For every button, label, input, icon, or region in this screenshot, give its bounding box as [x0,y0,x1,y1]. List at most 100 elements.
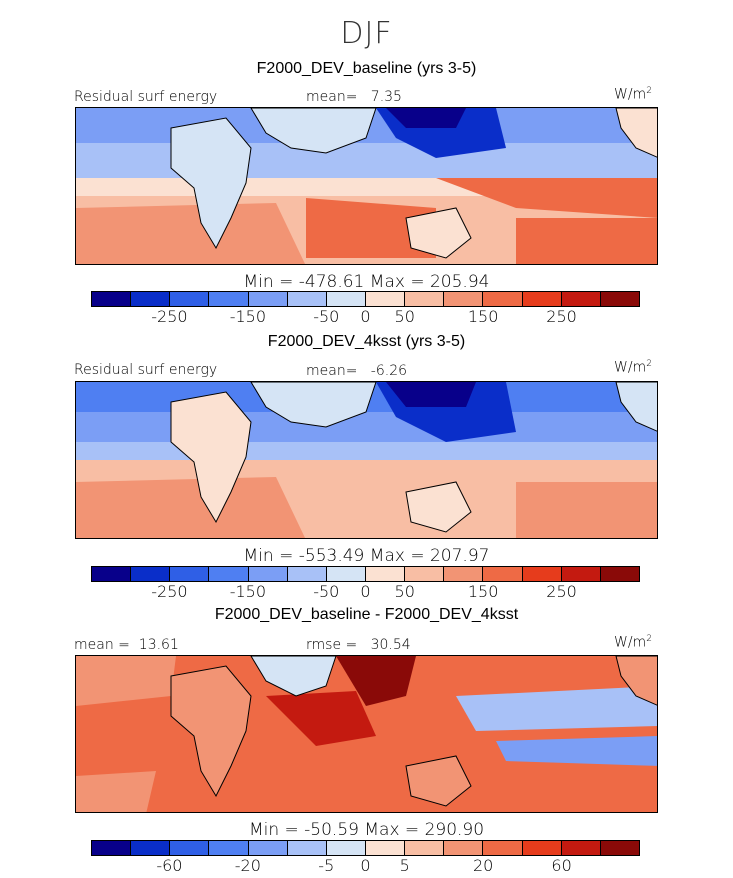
kuroshio-core [386,382,476,407]
colorbar-segment [561,567,601,581]
max-text: Max = 207.97 [369,546,490,566]
americas-land [615,108,657,158]
max-text: Max = 205.94 [369,272,490,292]
africa-land [170,665,252,798]
australia-land [405,481,472,533]
colorbar-segment [444,841,484,855]
colorbar-segment [92,567,132,581]
colorbar-segment [600,567,639,581]
kuroshio-core [386,108,466,128]
colorbar-segment [326,567,366,581]
south-atlantic-region [76,477,306,538]
colorbar-tick-label: 60 [551,856,572,875]
pacific-blue-band [456,686,657,731]
pacific-blue-band-2 [496,736,657,766]
panel-2-variable: Residual surf energy [74,362,218,378]
mean-label: mean= [306,363,358,379]
panel-1-title: F2000_DEV_baseline (yrs 3-5) [256,60,477,77]
colorbar-tick-label: -50 [313,307,340,326]
colorbar-segment [170,292,210,306]
colorbar-segment [248,292,288,306]
colorbar-segment [561,841,601,855]
colorbar-segment [170,841,210,855]
panel-1-variable: Residual surf energy [74,89,218,105]
colorbar-tick-label: -250 [151,307,188,326]
south-pacific-region [516,482,657,538]
colorbar-tick-label: 250 [546,582,577,601]
colorbar-tick-label: -5 [318,856,335,875]
panel-3-colorbar [91,840,640,856]
colorbar-segment [483,292,523,306]
mean-value: 13.61 [138,637,179,653]
colorbar-tick-label: 0 [360,307,371,326]
equatorial-band [76,442,657,460]
colorbar-segment [522,567,562,581]
colorbar-segment [405,567,445,581]
colorbar-segment [365,292,406,306]
colorbar-segment [170,567,210,581]
colorbar-tick-label: -250 [151,582,188,601]
panel-2-minmax: Min = -553.49 Max = 207.97 [0,546,733,566]
eq-pacific-region [436,178,657,218]
mean-value: -6.26 [370,363,408,379]
panel-2-mean: mean= -6.26 [306,363,407,379]
colorbar-segment [405,841,445,855]
colorbar-segment [92,292,132,306]
colorbar-segment [365,841,406,855]
colorbar-segment [483,567,523,581]
colorbar-segment [405,292,445,306]
panel-3-units: W/m2 [614,634,652,651]
australia-land [405,755,472,807]
colorbar-segment [326,841,366,855]
colorbar-segment [444,567,484,581]
panel-3-colorbar-ticks: -60 -20 -5 0 5 20 60 [91,856,640,876]
min-text: Min = -553.49 [243,546,365,566]
panel-1-mean: mean= 7.35 [306,89,402,105]
colorbar-segment [561,292,601,306]
colorbar-segment [483,841,523,855]
colorbar-segment [131,841,171,855]
panel-3-rmse: rmse = 30.54 [306,637,411,653]
colorbar-segment [326,292,366,306]
africa-land [170,391,252,524]
colorbar-segment [131,292,171,306]
units-exponent: 2 [646,634,652,644]
south-pacific-region [516,218,657,264]
colorbar-tick-label: 5 [399,856,410,875]
colorbar-segment [287,567,327,581]
eurasia-land [250,656,337,697]
colorbar-segment [209,841,249,855]
colorbar-tick-label: 50 [394,582,415,601]
season-title: DJF [340,16,393,51]
units-exponent: 2 [646,359,652,369]
colorbar-tick-label: -50 [313,582,340,601]
mean-label: mean= [306,89,358,105]
rmse-value: 30.54 [370,637,411,653]
asia-coast-max [336,656,416,706]
colorbar-segment [131,567,171,581]
panel-1-map-svg [76,108,657,264]
panel-3-map-svg [76,656,657,812]
units-base: W/m [614,359,647,376]
colorbar-tick-label: -150 [229,307,266,326]
colorbar-tick-label: 20 [472,856,494,875]
panel-1-units: W/m2 [614,86,652,103]
panel-1-colorbar [91,291,640,307]
colorbar-segment [248,567,288,581]
colorbar-segment [600,292,639,306]
min-text: Min = -478.61 [243,272,365,292]
units-base: W/m [614,634,647,651]
americas-land [615,656,657,706]
colorbar-segment [600,841,639,855]
americas-land [615,382,657,432]
colorbar-tick-label: -20 [234,856,261,875]
panel-3-mean: mean = 13.61 [74,637,179,653]
panel-2-colorbar [91,566,640,582]
colorbar-tick-label: 50 [394,307,415,326]
panel-2-map-svg [76,382,657,538]
colorbar-tick-label: 0 [360,582,371,601]
colorbar-segment [365,567,406,581]
colorbar-segment [92,841,132,855]
colorbar-segment [522,841,562,855]
units-exponent: 2 [646,86,652,96]
